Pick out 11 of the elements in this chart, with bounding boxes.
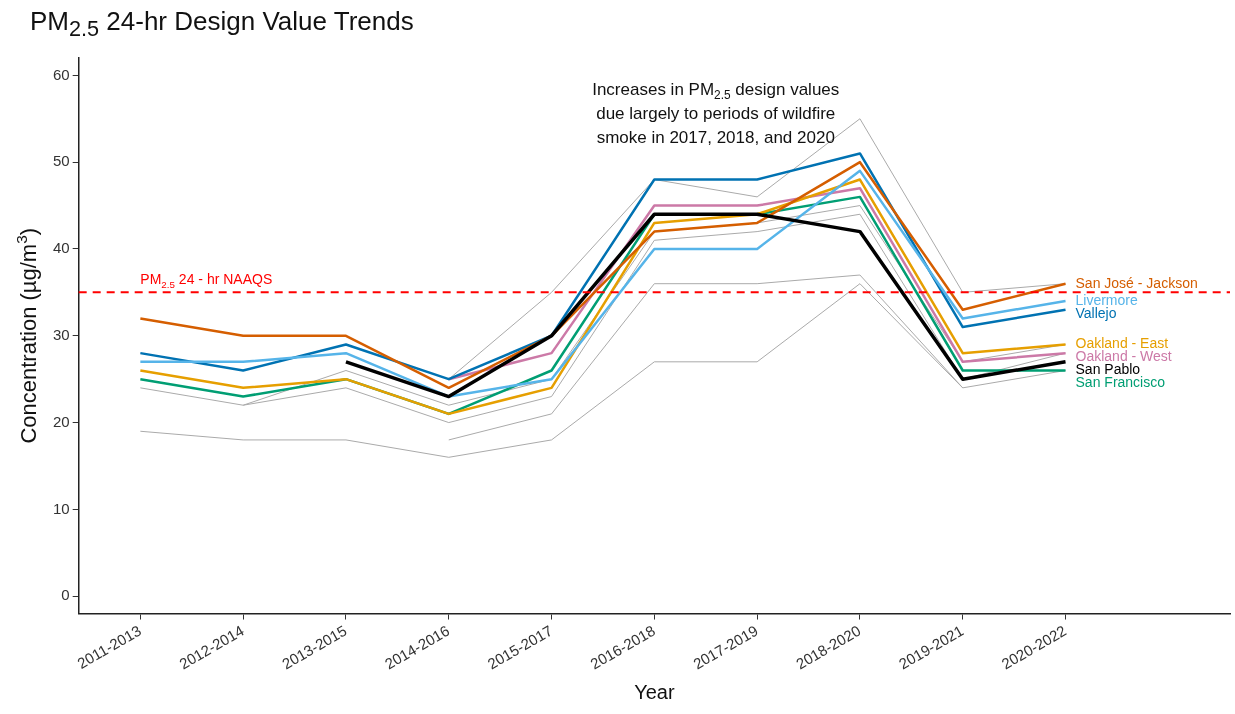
y-tick-label: 50 (53, 152, 70, 170)
y-tick-label: 60 (53, 65, 70, 83)
y-tick-label: 30 (53, 325, 70, 343)
series-label: San José - Jackson (1075, 274, 1198, 291)
y-tick-label: 0 (61, 586, 70, 604)
chart-title: PM$_{2.5}$ 24-hr Design Value Trends (30, 6, 414, 43)
y-tick-label: 40 (53, 239, 70, 257)
y-tick-label: 20 (53, 412, 70, 430)
y-tick-label: 10 (53, 499, 70, 517)
y-axis-title: Concentration (µg/m3) (12, 227, 42, 444)
x-axis-title: Year (634, 680, 675, 703)
